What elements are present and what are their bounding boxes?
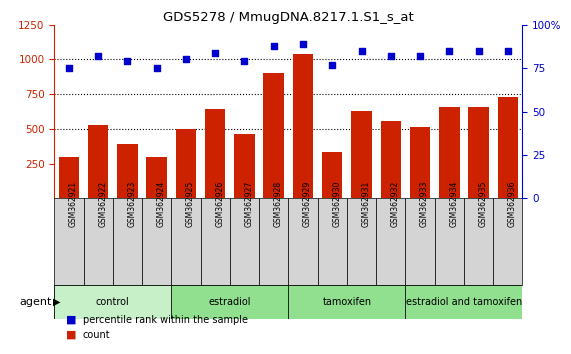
Text: GSM362929: GSM362929 (303, 181, 312, 227)
Text: GSM362922: GSM362922 (98, 181, 107, 227)
Bar (497, 97, 518, 198)
Point (474, 48, 483, 53)
Bar (293, 54, 313, 198)
Point (123, 58, 132, 64)
Bar (439, 107, 460, 198)
FancyBboxPatch shape (54, 285, 171, 319)
Bar (205, 109, 226, 198)
FancyBboxPatch shape (493, 198, 522, 285)
Point (328, 62, 337, 68)
Bar (410, 127, 431, 198)
Text: GSM362932: GSM362932 (391, 181, 400, 227)
Text: count: count (83, 330, 110, 339)
FancyBboxPatch shape (288, 285, 405, 319)
Text: estradiol and tamoxifen: estradiol and tamoxifen (406, 297, 522, 307)
Point (152, 65, 161, 71)
Text: agent: agent (19, 297, 51, 307)
Text: GSM362936: GSM362936 (508, 181, 517, 228)
Text: estradiol: estradiol (208, 297, 251, 307)
Text: percentile rank within the sample: percentile rank within the sample (83, 315, 248, 325)
FancyBboxPatch shape (259, 198, 288, 285)
Text: ▶: ▶ (53, 297, 61, 307)
Title: GDS5278 / MmugDNA.8217.1.S1_s_at: GDS5278 / MmugDNA.8217.1.S1_s_at (163, 11, 414, 24)
FancyBboxPatch shape (405, 285, 522, 319)
Point (65, 65, 74, 71)
Text: GSM362924: GSM362924 (156, 181, 166, 227)
FancyBboxPatch shape (171, 285, 288, 319)
FancyBboxPatch shape (288, 198, 317, 285)
Bar (117, 144, 138, 198)
Text: GSM362931: GSM362931 (361, 181, 371, 227)
Bar (146, 157, 167, 198)
FancyBboxPatch shape (54, 198, 83, 285)
Text: GSM362927: GSM362927 (244, 181, 254, 227)
Point (299, 41, 308, 47)
Text: ■: ■ (66, 330, 76, 339)
FancyBboxPatch shape (317, 198, 347, 285)
FancyBboxPatch shape (200, 198, 230, 285)
Text: GSM362933: GSM362933 (420, 181, 429, 228)
Point (416, 53, 425, 59)
Bar (322, 153, 343, 198)
FancyBboxPatch shape (171, 198, 200, 285)
Point (503, 48, 512, 53)
Point (269, 43, 278, 48)
Text: tamoxifen: tamoxifen (322, 297, 372, 307)
Bar (59, 156, 79, 198)
Text: ■: ■ (66, 315, 76, 325)
FancyBboxPatch shape (376, 198, 405, 285)
Point (357, 48, 366, 53)
Text: control: control (96, 297, 130, 307)
Point (182, 57, 191, 62)
Text: GSM362925: GSM362925 (186, 181, 195, 227)
FancyBboxPatch shape (230, 198, 259, 285)
Bar (263, 73, 284, 198)
Point (386, 53, 395, 59)
Text: GSM362930: GSM362930 (332, 181, 341, 228)
FancyBboxPatch shape (83, 198, 113, 285)
Bar (176, 129, 196, 198)
Point (94, 53, 103, 59)
FancyBboxPatch shape (435, 198, 464, 285)
FancyBboxPatch shape (113, 198, 142, 285)
Text: GSM362921: GSM362921 (69, 181, 78, 227)
Text: GSM362928: GSM362928 (274, 181, 283, 227)
Text: GSM362935: GSM362935 (478, 181, 488, 228)
Text: GSM362926: GSM362926 (215, 181, 224, 227)
Bar (468, 107, 489, 198)
FancyBboxPatch shape (142, 198, 171, 285)
Bar (234, 135, 255, 198)
Bar (351, 111, 372, 198)
Point (445, 48, 454, 53)
FancyBboxPatch shape (405, 198, 435, 285)
Bar (88, 125, 108, 198)
Point (211, 50, 220, 55)
Text: GSM362934: GSM362934 (449, 181, 459, 228)
Bar (380, 120, 401, 198)
Text: GSM362923: GSM362923 (127, 181, 136, 227)
FancyBboxPatch shape (464, 198, 493, 285)
FancyBboxPatch shape (347, 198, 376, 285)
Point (240, 58, 249, 64)
